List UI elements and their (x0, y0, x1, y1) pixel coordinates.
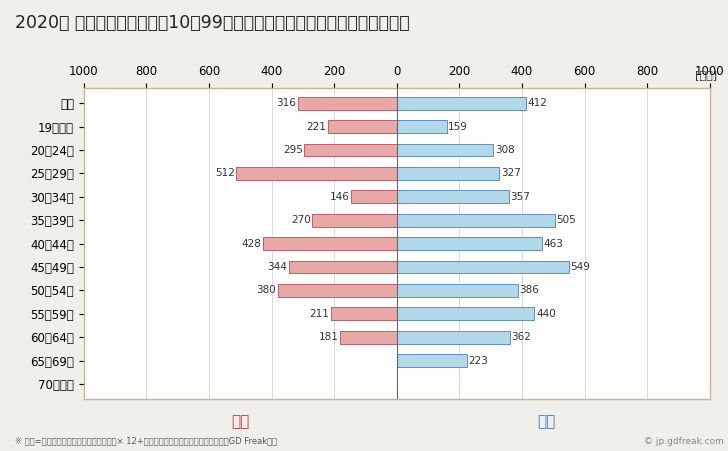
Text: 344: 344 (268, 262, 288, 272)
Text: 512: 512 (215, 168, 235, 178)
Text: [万円]: [万円] (695, 70, 717, 80)
Text: 327: 327 (501, 168, 521, 178)
Text: 211: 211 (309, 309, 329, 319)
Text: 412: 412 (527, 98, 547, 108)
Bar (397, 237, 542, 250)
Text: 380: 380 (256, 285, 276, 295)
Bar (397, 284, 518, 297)
Bar (328, 120, 397, 133)
Text: 男性: 男性 (537, 414, 555, 429)
Bar (397, 331, 510, 344)
Text: 440: 440 (536, 309, 555, 319)
Bar (397, 214, 555, 226)
Bar (278, 284, 397, 297)
Text: 463: 463 (543, 239, 563, 249)
Text: 386: 386 (519, 285, 539, 295)
Text: 221: 221 (306, 122, 326, 132)
Text: 316: 316 (277, 98, 296, 108)
Bar (397, 143, 493, 156)
Text: 295: 295 (283, 145, 303, 155)
Bar (312, 214, 397, 226)
Text: 357: 357 (510, 192, 530, 202)
Bar (397, 307, 534, 320)
Bar (289, 261, 397, 273)
Bar (237, 167, 397, 180)
Text: 181: 181 (319, 332, 339, 342)
Text: 549: 549 (570, 262, 590, 272)
Text: 505: 505 (556, 215, 576, 225)
Bar (397, 167, 499, 180)
Bar (397, 97, 526, 110)
Text: 女性: 女性 (231, 414, 250, 429)
Bar (340, 331, 397, 344)
Text: 2020年 民間企業（従業者数10～99人）フルタイム労働者の男女別平均年収: 2020年 民間企業（従業者数10～99人）フルタイム労働者の男女別平均年収 (15, 14, 409, 32)
Text: 146: 146 (330, 192, 349, 202)
Bar (298, 97, 397, 110)
Text: 223: 223 (468, 355, 488, 365)
Bar (397, 120, 446, 133)
Bar (304, 143, 397, 156)
Bar (331, 307, 397, 320)
Text: 270: 270 (291, 215, 311, 225)
Text: 308: 308 (495, 145, 515, 155)
Text: 159: 159 (448, 122, 468, 132)
Bar (351, 190, 397, 203)
Text: 428: 428 (242, 239, 261, 249)
Text: 362: 362 (512, 332, 531, 342)
Text: © jp.gdfreak.com: © jp.gdfreak.com (644, 437, 724, 446)
Text: ※ 年収=「きまって支給する現金給与額」× 12+「年間賞与その他特別給与額」としてGD Freak推計: ※ 年収=「きまって支給する現金給与額」× 12+「年間賞与その他特別給与額」と… (15, 437, 277, 446)
Bar (263, 237, 397, 250)
Bar (397, 261, 569, 273)
Bar (397, 190, 509, 203)
Bar (397, 354, 467, 367)
